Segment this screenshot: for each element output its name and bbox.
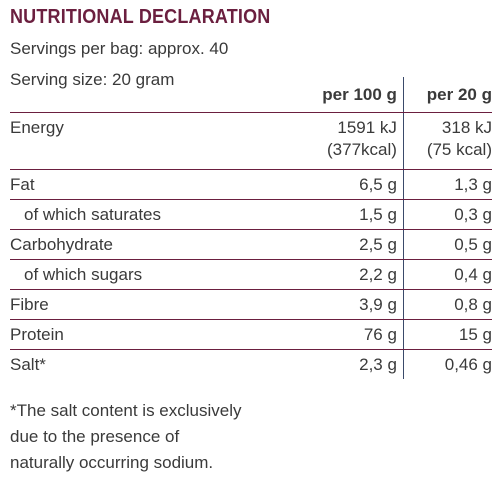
energy-kj-per-20g: 318 kJ bbox=[441, 118, 492, 137]
value-per-100g: 3,9 g bbox=[290, 289, 404, 320]
table-row-saturates: of which saturates 1,5 g 0,3 g bbox=[10, 199, 492, 230]
value-per-100g: 1591 kJ (377kcal) bbox=[290, 112, 404, 170]
table-row-carbohydrate: Carbohydrate 2,5 g 0,5 g bbox=[10, 229, 492, 260]
header-per-20g: per 20 g bbox=[403, 77, 492, 113]
footnote-line: *The salt content is exclusively bbox=[10, 401, 242, 420]
table-row-protein: Protein 76 g 15 g bbox=[10, 319, 492, 350]
energy-kcal-per-100g: (377kcal) bbox=[327, 140, 397, 159]
table-row-energy: Energy 1591 kJ (377kcal) 318 kJ (75 kcal… bbox=[10, 112, 492, 170]
value-per-20g: 1,3 g bbox=[403, 169, 492, 200]
table-row-fibre: Fibre 3,9 g 0,8 g bbox=[10, 289, 492, 320]
value-per-20g: 0,3 g bbox=[403, 199, 492, 230]
energy-kj-per-100g: 1591 kJ bbox=[337, 118, 397, 137]
value-per-100g: 2,2 g bbox=[290, 259, 404, 290]
value-per-100g: 1,5 g bbox=[290, 199, 404, 230]
table-header-row: per 100 g per 20 g bbox=[10, 77, 492, 113]
value-per-20g: 318 kJ (75 kcal) bbox=[403, 112, 492, 170]
nutrient-name: Energy bbox=[10, 112, 291, 170]
nutrition-table: per 100 g per 20 g Energy 1591 kJ (377kc… bbox=[10, 77, 492, 379]
footnote-line: due to the presence of bbox=[10, 427, 180, 446]
value-per-20g: 0,5 g bbox=[403, 229, 492, 260]
value-per-20g: 0,4 g bbox=[403, 259, 492, 290]
nutrient-name: Fat bbox=[10, 169, 291, 200]
header-nutrient bbox=[10, 77, 291, 113]
value-per-100g: 2,3 g bbox=[290, 349, 404, 379]
nutrient-name: Salt* bbox=[10, 355, 46, 374]
footnote-line: naturally occurring sodium. bbox=[10, 453, 214, 472]
value-per-100g: 2,5 g bbox=[290, 229, 404, 260]
table-row-sugars: of which sugars 2,2 g 0,4 g bbox=[10, 259, 492, 290]
salt-footnote: *The salt content is exclusively due to … bbox=[10, 398, 310, 476]
value-per-100g: 76 g bbox=[290, 319, 404, 350]
nutrient-name: Protein bbox=[10, 319, 291, 350]
nutrient-name: Fibre bbox=[10, 289, 291, 320]
servings-per-bag: Servings per bag: approx. 40 bbox=[10, 39, 229, 58]
value-per-100g: 6,5 g bbox=[290, 169, 404, 200]
nutrient-name: of which saturates bbox=[10, 199, 291, 230]
energy-kcal-per-20g: (75 kcal) bbox=[426, 140, 492, 159]
table-row-fat: Fat 6,5 g 1,3 g bbox=[10, 169, 492, 200]
value-per-20g: 0,46 g bbox=[444, 355, 492, 374]
page-title: NUTRITIONAL DECLARATION bbox=[10, 6, 271, 28]
table-row-salt: Salt* 2,3 g 0,46 g bbox=[10, 349, 492, 379]
value-per-20g: 0,8 g bbox=[403, 289, 492, 320]
nutrient-name: Carbohydrate bbox=[10, 229, 291, 260]
header-per-100g: per 100 g bbox=[290, 77, 404, 113]
nutrient-name: of which sugars bbox=[10, 259, 291, 290]
value-per-20g: 15 g bbox=[403, 319, 492, 350]
